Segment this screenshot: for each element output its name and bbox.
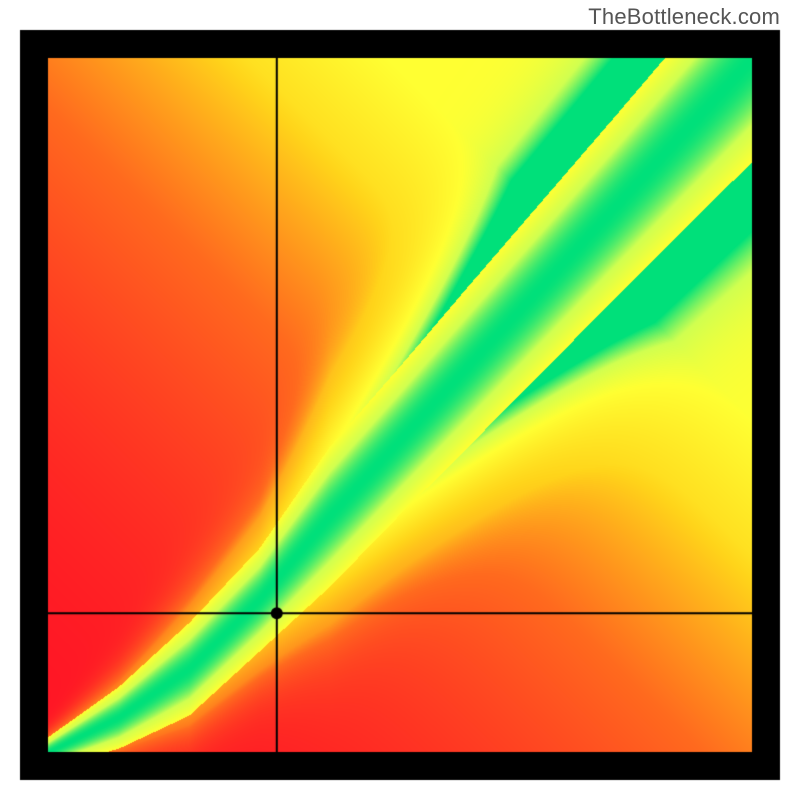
bottleneck-heatmap: [0, 0, 800, 800]
chart-container: TheBottleneck.com: [0, 0, 800, 800]
watermark-text: TheBottleneck.com: [588, 4, 780, 30]
